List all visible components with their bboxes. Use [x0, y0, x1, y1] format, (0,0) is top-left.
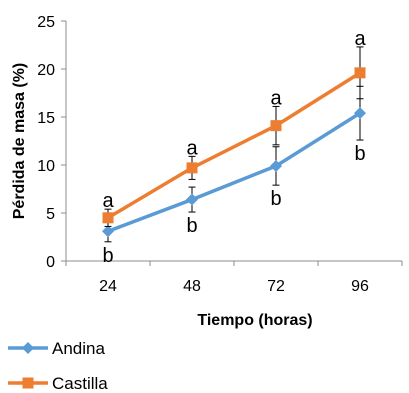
- x-ticks: 24 48 72 96: [65, 261, 403, 295]
- legend-label: Andina: [52, 339, 105, 358]
- y-axis-title: Pérdida de masa (%): [11, 63, 28, 220]
- plot-area: b b b b a a a a: [102, 28, 366, 267]
- significance-letter: b: [270, 188, 281, 210]
- y-tick-label: 5: [46, 206, 55, 223]
- series-line-andina: [107, 111, 361, 233]
- data-point-andina: [354, 107, 366, 120]
- data-point-andina: [102, 225, 114, 238]
- x-tick-label: 96: [351, 278, 369, 295]
- data-point-andina: [270, 159, 282, 172]
- data-point-castilla: [102, 212, 114, 224]
- x-tick-label: 24: [99, 278, 117, 295]
- legend-marker: [22, 377, 34, 389]
- significance-letter: b: [186, 215, 197, 237]
- x-axis-title: Tiempo (horas): [197, 312, 312, 329]
- y-ticks: 0 5 10 15 20 25: [37, 14, 66, 271]
- legend-item-andina: Andina: [8, 339, 105, 358]
- y-tick-label: 0: [46, 254, 55, 271]
- significance-letter: a: [102, 190, 114, 212]
- axes: 0 5 10 15 20 25 24 48 72 96: [37, 14, 403, 295]
- data-point-castilla: [354, 67, 366, 79]
- y-tick-label: 20: [37, 62, 55, 79]
- data-point-castilla: [186, 162, 198, 174]
- y-tick-label: 10: [37, 158, 55, 175]
- series-line-castilla: [107, 71, 361, 220]
- legend-label: Castilla: [52, 374, 108, 393]
- x-tick-label: 48: [183, 278, 201, 295]
- legend: Andina Castilla: [8, 339, 108, 393]
- data-point-andina: [186, 193, 198, 206]
- legend-marker: [22, 342, 34, 354]
- y-tick-label: 15: [37, 110, 55, 127]
- series-castilla: a a a a: [102, 28, 366, 227]
- significance-letter: a: [354, 28, 366, 50]
- significance-letter: b: [354, 143, 365, 165]
- x-tick-label: 72: [267, 278, 285, 295]
- significance-letter: a: [186, 137, 198, 159]
- significance-letter: b: [102, 245, 113, 267]
- legend-item-castilla: Castilla: [8, 374, 108, 393]
- data-point-castilla: [270, 120, 282, 132]
- series-andina: b b b b: [102, 85, 366, 267]
- y-tick-label: 25: [37, 14, 55, 31]
- significance-letter: a: [270, 87, 282, 109]
